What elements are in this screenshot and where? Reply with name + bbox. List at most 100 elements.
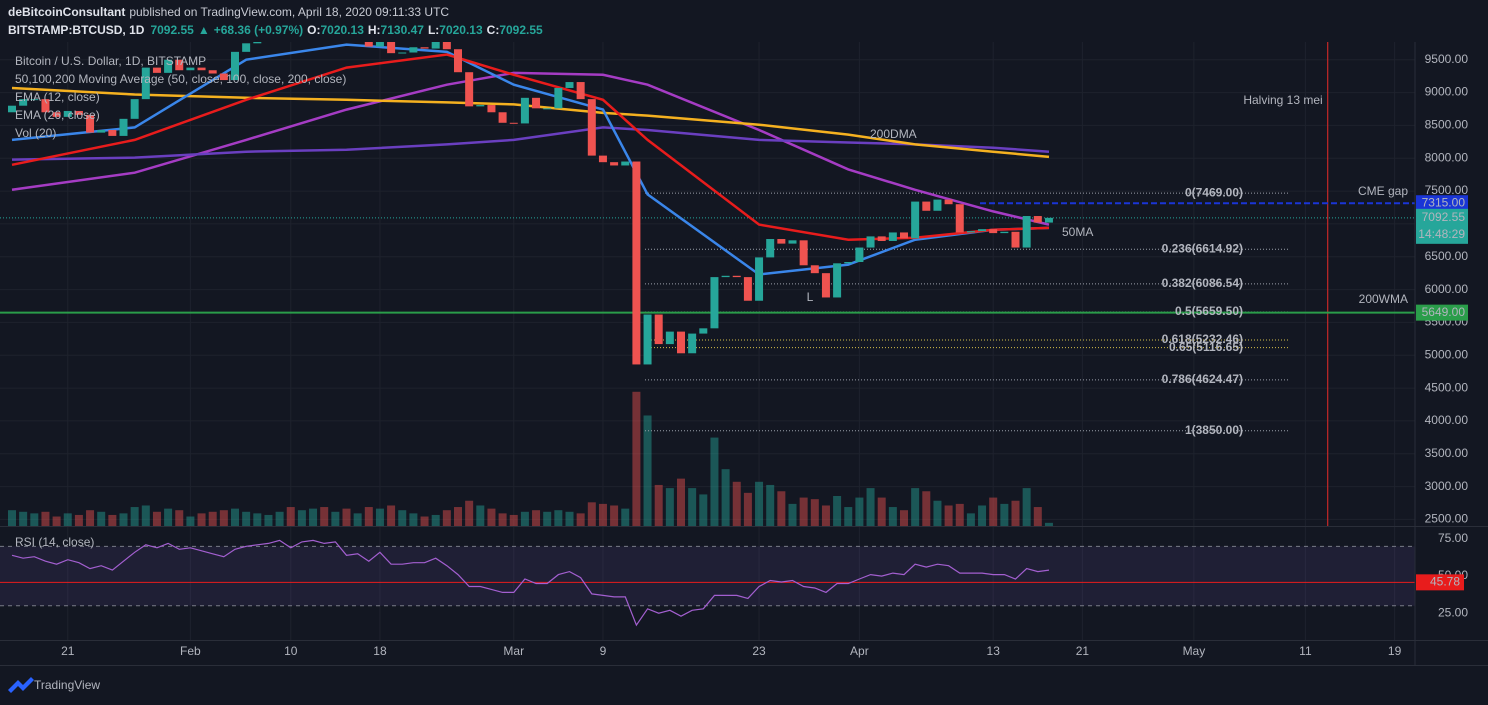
volume-bar: [1022, 488, 1031, 526]
candle: [465, 72, 474, 107]
candle: [30, 99, 39, 101]
candle: [654, 314, 663, 345]
candle: [543, 108, 552, 110]
volume-bar: [855, 497, 864, 526]
x-tick-label: 11: [1299, 644, 1312, 658]
rsi-tick-label: 75.00: [1438, 531, 1468, 545]
fib-label: 0.236(6614.92): [1162, 241, 1243, 255]
volume-bar: [1011, 500, 1020, 526]
annotation: 200DMA: [870, 127, 917, 141]
candle: [877, 236, 886, 241]
candle: [476, 105, 485, 107]
y-tick-label: 4000.00: [1425, 413, 1469, 427]
candle: [409, 47, 418, 53]
volume-bar: [955, 503, 964, 526]
candle: [86, 114, 95, 133]
x-tick-label: Feb: [180, 644, 201, 658]
last-price-label: 7092.55: [1422, 210, 1466, 224]
candle: [933, 199, 942, 211]
candle: [186, 67, 195, 71]
header-arrow: ▲: [198, 23, 210, 37]
annotation: L: [807, 290, 814, 304]
volume-bar: [97, 511, 106, 526]
volume-bar: [275, 511, 284, 526]
volume-bar: [665, 488, 674, 526]
candle: [922, 201, 931, 211]
candle: [610, 162, 619, 166]
y-tick-label: 5000.00: [1425, 347, 1469, 361]
candle: [420, 47, 429, 49]
candle: [52, 112, 61, 117]
candle: [487, 105, 496, 113]
candle: [1000, 231, 1009, 234]
volume-bar: [141, 505, 150, 526]
volume-bar: [654, 484, 663, 526]
ohlc-key: L:: [428, 23, 439, 37]
candle: [41, 99, 50, 113]
level-label-bg: [1416, 195, 1468, 212]
author: deBitcoinConsultant: [8, 5, 125, 19]
candle: [777, 239, 786, 244]
candle: [821, 273, 830, 298]
volume-bar: [632, 391, 641, 526]
volume-bar: [844, 507, 853, 526]
ohlc-key: O:: [307, 23, 320, 37]
volume-bar: [732, 481, 741, 526]
ma-line: [11, 86, 1050, 159]
x-tick-label: 21: [1076, 644, 1090, 658]
volume-bar: [253, 513, 262, 526]
rsi-title: RSI (14, close): [15, 535, 94, 549]
volume-bar: [833, 496, 842, 526]
x-tick-label: 10: [284, 644, 298, 658]
legend-entry: 50,100,200 Moving Average (50, close, 10…: [15, 72, 346, 86]
volume-bar: [554, 510, 563, 526]
volume-bar: [231, 508, 239, 526]
halving-label: Halving 13 mei: [1243, 93, 1322, 107]
volume-bar: [186, 516, 195, 526]
candle: [598, 155, 607, 163]
volume-bar: [543, 511, 552, 526]
volume-bar: [766, 484, 775, 526]
x-tick-label: Apr: [850, 644, 869, 658]
volume-bar: [978, 505, 987, 526]
volume-bar: [576, 513, 585, 526]
volume-bar: [309, 508, 318, 526]
candle: [387, 42, 396, 54]
main-pane: [0, 42, 1415, 526]
volume-bar: [353, 513, 362, 526]
header-price: 7092.55: [150, 23, 194, 37]
ohlc-key: C:: [487, 23, 500, 37]
volume-bar: [520, 511, 529, 526]
candle: [911, 201, 920, 239]
volume-bar: [911, 488, 920, 526]
x-tick-label: May: [1183, 644, 1206, 658]
legend-title: Bitcoin / U.S. Dollar, 1D, BITSTAMP: [15, 54, 206, 68]
candle: [130, 99, 139, 119]
header-line-2: BITSTAMP:BTCUSD, 1D 7092.55 ▲ +68.36 (+0.97…: [8, 23, 543, 37]
volume-bar: [52, 516, 61, 526]
candle: [766, 239, 775, 258]
candle: [152, 67, 161, 73]
candle: [900, 232, 908, 239]
volume-bar: [175, 510, 184, 526]
volume-bar: [565, 511, 574, 526]
volume-bar: [465, 500, 474, 526]
ohlc-value: 7092.55: [499, 23, 543, 37]
footer-brand: TradingView: [34, 678, 100, 692]
level-label: 5649.00: [1422, 305, 1466, 319]
candle: [833, 263, 842, 298]
volume-bar: [610, 505, 619, 526]
candle: [677, 331, 685, 354]
candle: [565, 82, 574, 88]
candle: [498, 112, 507, 123]
volume-bar: [1000, 503, 1009, 526]
volume-bar: [487, 508, 496, 526]
volume-bar: [41, 511, 50, 526]
candle: [554, 87, 563, 109]
volume-bar: [777, 491, 786, 526]
candle: [576, 82, 585, 100]
ma-line: [11, 71, 1050, 226]
candle: [799, 240, 808, 266]
candle: [431, 42, 440, 49]
